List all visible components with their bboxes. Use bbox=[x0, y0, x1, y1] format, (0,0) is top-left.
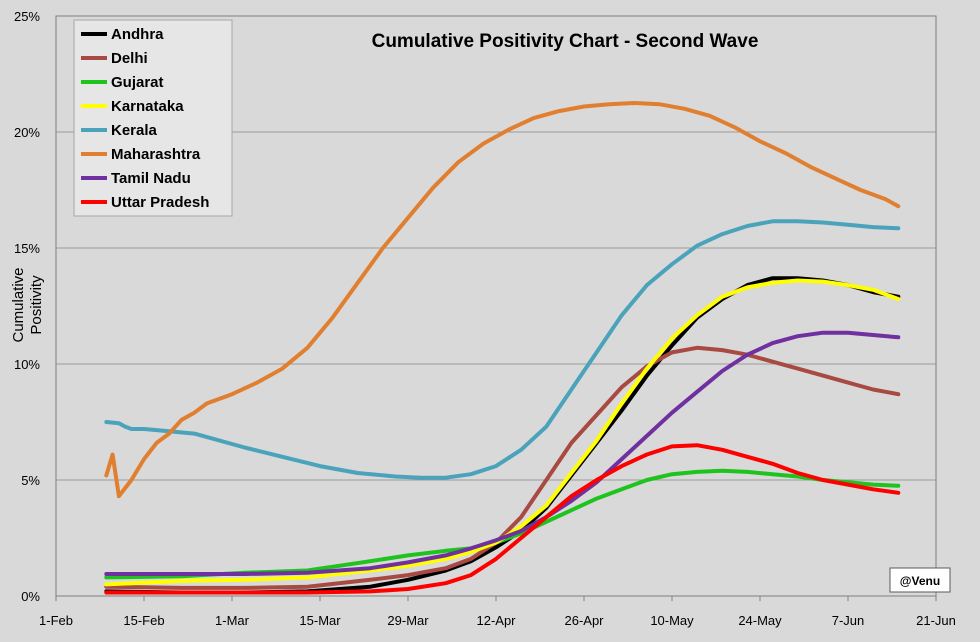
legend-item-tamil-nadu: Tamil Nadu bbox=[81, 170, 191, 187]
legend-item-delhi: Delhi bbox=[81, 50, 148, 67]
series-lines bbox=[104, 101, 901, 595]
legend-item-kerala: Kerala bbox=[81, 122, 158, 139]
legend-item-maharashtra: Maharashtra bbox=[81, 146, 201, 163]
legend-label: Karnataka bbox=[111, 98, 184, 115]
x-tick-label: 21-Jun bbox=[916, 613, 956, 628]
credit-label: @Venu bbox=[900, 574, 940, 588]
y-tick-label: 10% bbox=[14, 357, 40, 372]
y-axis-ticks: 0% 5% 10% 15% 20% 25% bbox=[14, 9, 40, 604]
y-axis-label: Cumulative Positivity bbox=[10, 267, 45, 342]
legend: Andhra Delhi Gujarat Karnataka Kerala Maharas… bbox=[73, 19, 233, 217]
x-axis-ticks: 1-Feb 15-Feb 1-Mar 15-Mar 29-Mar 12-Apr 26-Apr… bbox=[39, 596, 956, 628]
legend-label: Delhi bbox=[111, 50, 148, 67]
legend-item-uttar-pradesh: Uttar Pradesh bbox=[81, 194, 209, 211]
series-line-kerala bbox=[104, 219, 901, 480]
legend-item-karnataka: Karnataka bbox=[81, 98, 184, 115]
x-tick-label: 15-Mar bbox=[299, 613, 341, 628]
chart-title: Cumulative Positivity Chart - Second Wav… bbox=[372, 31, 759, 52]
legend-box bbox=[73, 19, 233, 217]
x-tick-label: 12-Apr bbox=[476, 613, 516, 628]
legend-items: Andhra Delhi Gujarat Karnataka Kerala Maharas… bbox=[81, 26, 209, 211]
legend-label: Andhra bbox=[111, 26, 164, 43]
legend-label: Kerala bbox=[111, 122, 158, 139]
series-line-andhra bbox=[104, 276, 901, 595]
x-tick-label: 24-May bbox=[738, 613, 782, 628]
series-line-karnataka bbox=[104, 278, 901, 587]
legend-label: Gujarat bbox=[111, 74, 164, 91]
y-tick-label: 25% bbox=[14, 9, 40, 24]
series-line-uttar-pradesh bbox=[104, 443, 901, 595]
legend-label: Uttar Pradesh bbox=[111, 194, 209, 211]
y-tick-label: 15% bbox=[14, 241, 40, 256]
legend-item-andhra: Andhra bbox=[81, 26, 164, 43]
series-line-delhi bbox=[104, 345, 901, 590]
legend-label: Maharashtra bbox=[111, 146, 201, 163]
series-line-gujarat bbox=[104, 468, 901, 580]
x-tick-label: 7-Jun bbox=[832, 613, 865, 628]
x-tick-label: 26-Apr bbox=[564, 613, 604, 628]
y-axis-label-line-2: Positivity bbox=[28, 275, 45, 335]
series-line-tamil-nadu bbox=[104, 330, 901, 576]
series-line-maharashtra bbox=[104, 101, 901, 499]
credit-box: @Venu bbox=[889, 567, 951, 593]
x-tick-label: 10-May bbox=[650, 613, 694, 628]
y-axis-label-line-1: Cumulative bbox=[10, 267, 27, 342]
x-tick-label: 1-Feb bbox=[39, 613, 73, 628]
x-tick-label: 1-Mar bbox=[215, 613, 250, 628]
legend-item-gujarat: Gujarat bbox=[81, 74, 164, 91]
y-tick-label: 20% bbox=[14, 125, 40, 140]
legend-label: Tamil Nadu bbox=[111, 170, 191, 187]
credit-box-frame bbox=[889, 567, 951, 593]
y-tick-label: 5% bbox=[21, 473, 40, 488]
x-tick-label: 29-Mar bbox=[387, 613, 429, 628]
x-tick-label: 15-Feb bbox=[123, 613, 164, 628]
y-tick-label: 0% bbox=[21, 589, 40, 604]
